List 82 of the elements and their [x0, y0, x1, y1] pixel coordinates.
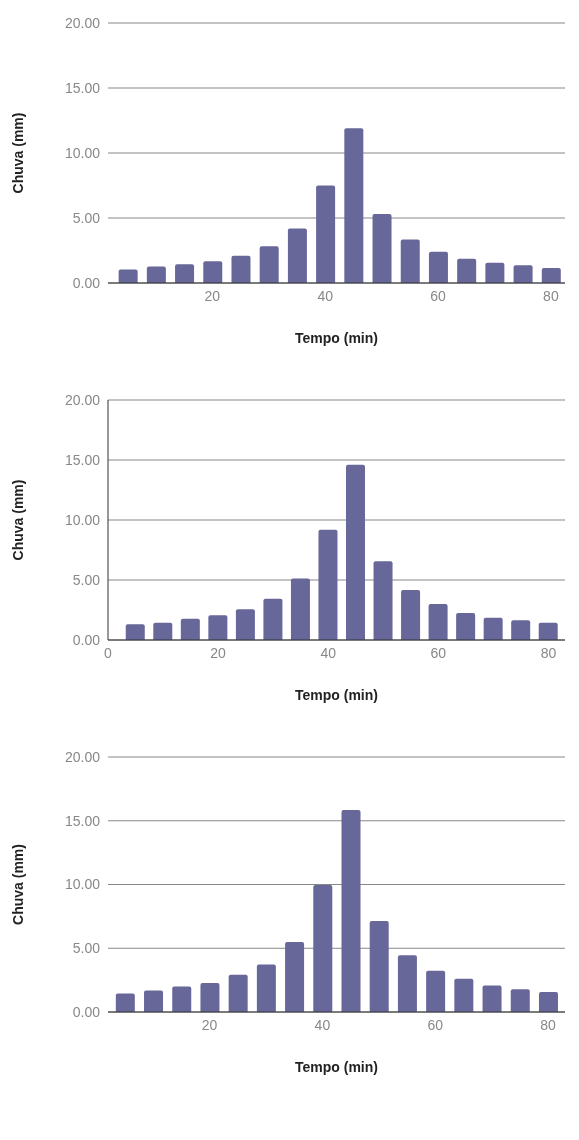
bar: [485, 262, 505, 283]
y-axis-title: Chuva (mm): [9, 844, 26, 925]
x-tick-label: 20: [201, 1016, 218, 1033]
bar: [316, 185, 336, 283]
bar: [144, 990, 164, 1012]
bar: [208, 615, 228, 640]
bar: [125, 624, 145, 640]
y-tick-label: 5.00: [72, 571, 101, 588]
y-tick-label: 0.00: [72, 631, 101, 648]
bar: [235, 609, 255, 640]
bar: [146, 266, 166, 283]
bar: [510, 989, 530, 1012]
bar: [428, 604, 448, 640]
y-tick-label: 5.00: [72, 209, 101, 226]
x-tick-label: 20: [204, 287, 221, 304]
x-axis-title: Tempo (min): [295, 687, 378, 703]
y-axis-title: Chuva (mm): [9, 479, 26, 561]
x-tick-label: 80: [540, 644, 557, 661]
bar: [457, 258, 477, 283]
y-tick-label: 10.00: [64, 876, 101, 893]
bar: [290, 578, 310, 640]
y-tick-label: 0.00: [72, 274, 101, 291]
bar: [538, 992, 558, 1012]
y-tick-label: 20.00: [64, 14, 101, 31]
y-tick-label: 10.00: [64, 144, 101, 161]
y-tick-label: 20.00: [64, 748, 101, 765]
x-tick-label: 40: [317, 287, 334, 304]
bar: [369, 920, 389, 1012]
bar: [344, 128, 364, 283]
bar: [456, 613, 476, 640]
y-tick-label: 15.00: [64, 812, 101, 829]
bar: [426, 970, 446, 1012]
bar: [372, 214, 392, 283]
y-tick-label: 0.00: [72, 1003, 101, 1020]
bar: [538, 622, 558, 640]
bar: [482, 985, 502, 1012]
x-axis-title: Tempo (min): [295, 1059, 378, 1075]
bar: [118, 269, 138, 283]
x-tick-label: 80: [543, 287, 559, 304]
bar: [228, 974, 248, 1012]
bar: [541, 268, 561, 283]
bar: [397, 955, 417, 1012]
bar: [175, 264, 195, 283]
bar: [256, 964, 276, 1012]
bar: [153, 622, 173, 640]
bar: [400, 239, 420, 283]
bar: [259, 246, 279, 283]
bar: [483, 617, 503, 640]
bar: [313, 884, 333, 1012]
bar: [285, 942, 305, 1012]
y-axis-title: Chuva (mm): [9, 112, 26, 194]
bar: [172, 986, 192, 1012]
bar: [115, 993, 135, 1012]
bar: [180, 618, 200, 640]
y-tick-label: 20.00: [64, 391, 101, 408]
y-tick-label: 5.00: [72, 940, 101, 957]
bar: [341, 810, 361, 1012]
bar: [287, 228, 307, 283]
x-axis-title: Tempo (min): [295, 330, 378, 346]
bar: [428, 251, 448, 283]
x-tick-label: 0: [104, 644, 113, 661]
y-tick-label: 15.00: [64, 451, 101, 468]
x-tick-label: 60: [430, 287, 447, 304]
bar: [200, 982, 220, 1012]
bar: [231, 255, 251, 283]
bar: [263, 598, 283, 640]
bar: [401, 590, 421, 640]
x-tick-label: 80: [540, 1016, 557, 1033]
x-tick-label: 40: [314, 1016, 331, 1033]
x-tick-label: 40: [320, 644, 337, 661]
bar: [511, 620, 531, 640]
bar: [513, 265, 533, 283]
bar: [346, 464, 366, 640]
bar: [318, 529, 338, 640]
y-tick-label: 15.00: [64, 79, 101, 96]
x-tick-label: 60: [427, 1016, 444, 1033]
bar: [373, 561, 393, 640]
bar: [454, 978, 474, 1012]
x-tick-label: 20: [210, 644, 227, 661]
bar: [203, 261, 223, 283]
x-tick-label: 60: [430, 644, 447, 661]
y-tick-label: 10.00: [64, 511, 101, 528]
